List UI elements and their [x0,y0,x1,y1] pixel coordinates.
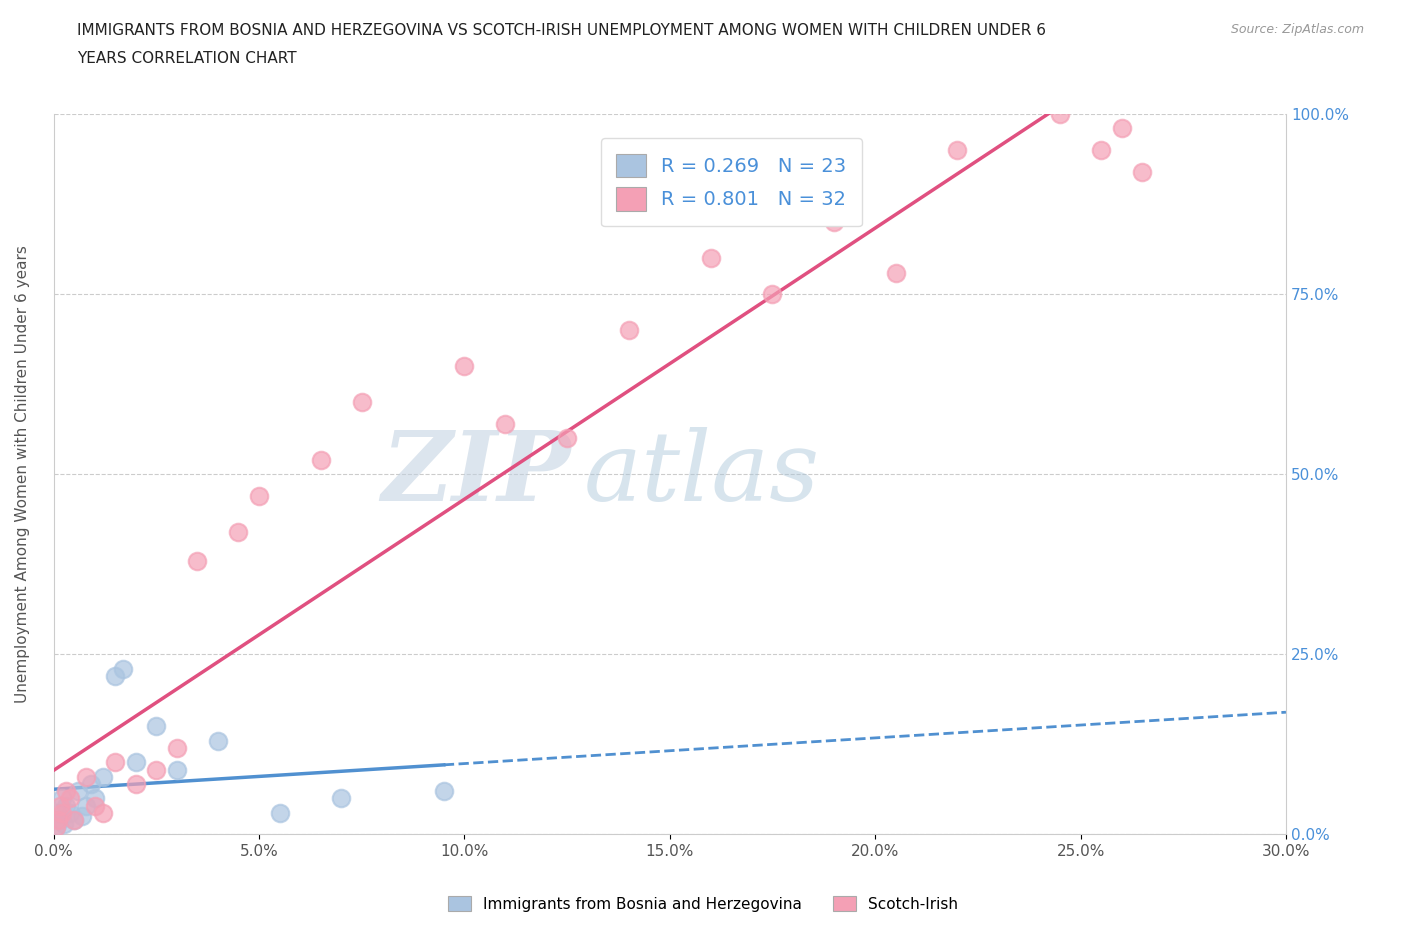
Point [433,784,456,799]
Point [1130,165,1153,179]
Point [104,755,127,770]
Point [45,820,67,835]
Point [166,763,188,777]
Point [51,791,73,806]
Point [52,817,75,831]
Y-axis label: Unemployment Among Women with Children Under 6 years: Unemployment Among Women with Children U… [15,246,30,703]
Point [63,813,86,828]
Point [1111,121,1133,136]
Point [617,323,640,338]
Point [91,769,114,784]
Point [55,784,77,799]
Point [761,286,783,301]
Point [104,669,127,684]
Point [228,525,250,539]
Point [700,251,723,266]
Point [946,142,969,157]
Point [823,215,845,230]
Point [91,805,114,820]
Legend: Immigrants from Bosnia and Herzegovina, Scotch-Irish: Immigrants from Bosnia and Herzegovina, … [441,889,965,918]
Point [79,777,101,791]
Point [330,791,353,806]
Point [125,755,148,770]
Point [59,791,82,806]
Point [884,265,907,280]
Point [76,798,98,813]
Text: IMMIGRANTS FROM BOSNIA AND HERZEGOVINA VS SCOTCH-IRISH UNEMPLOYMENT AMONG WOMEN : IMMIGRANTS FROM BOSNIA AND HERZEGOVINA V… [77,23,1046,38]
Point [166,740,188,755]
Point [59,805,82,820]
Text: atlas: atlas [583,427,820,521]
Text: ZIP: ZIP [381,427,571,521]
Point [46,805,69,820]
Text: Source: ZipAtlas.com: Source: ZipAtlas.com [1230,23,1364,36]
Point [67,784,90,799]
Point [269,805,291,820]
Point [350,394,373,409]
Point [555,431,578,445]
Legend: R = 0.269   N = 23, R = 0.801   N = 32: R = 0.269 N = 23, R = 0.801 N = 32 [600,139,862,226]
Point [55,798,77,813]
Point [83,798,105,813]
Point [1049,107,1071,122]
Point [46,813,69,828]
Point [186,553,208,568]
Point [125,777,148,791]
Point [145,763,167,777]
Point [49,813,72,828]
Point [247,488,270,503]
Point [76,769,98,784]
Point [453,359,475,374]
Point [495,417,517,432]
Point [145,719,167,734]
Point [51,805,73,820]
Point [112,661,135,676]
Point [72,809,94,824]
Point [45,820,67,835]
Point [309,452,332,467]
Point [207,734,229,749]
Point [1090,142,1112,157]
Point [83,791,105,806]
Point [63,813,86,828]
Text: YEARS CORRELATION CHART: YEARS CORRELATION CHART [77,51,297,66]
Point [49,798,72,813]
